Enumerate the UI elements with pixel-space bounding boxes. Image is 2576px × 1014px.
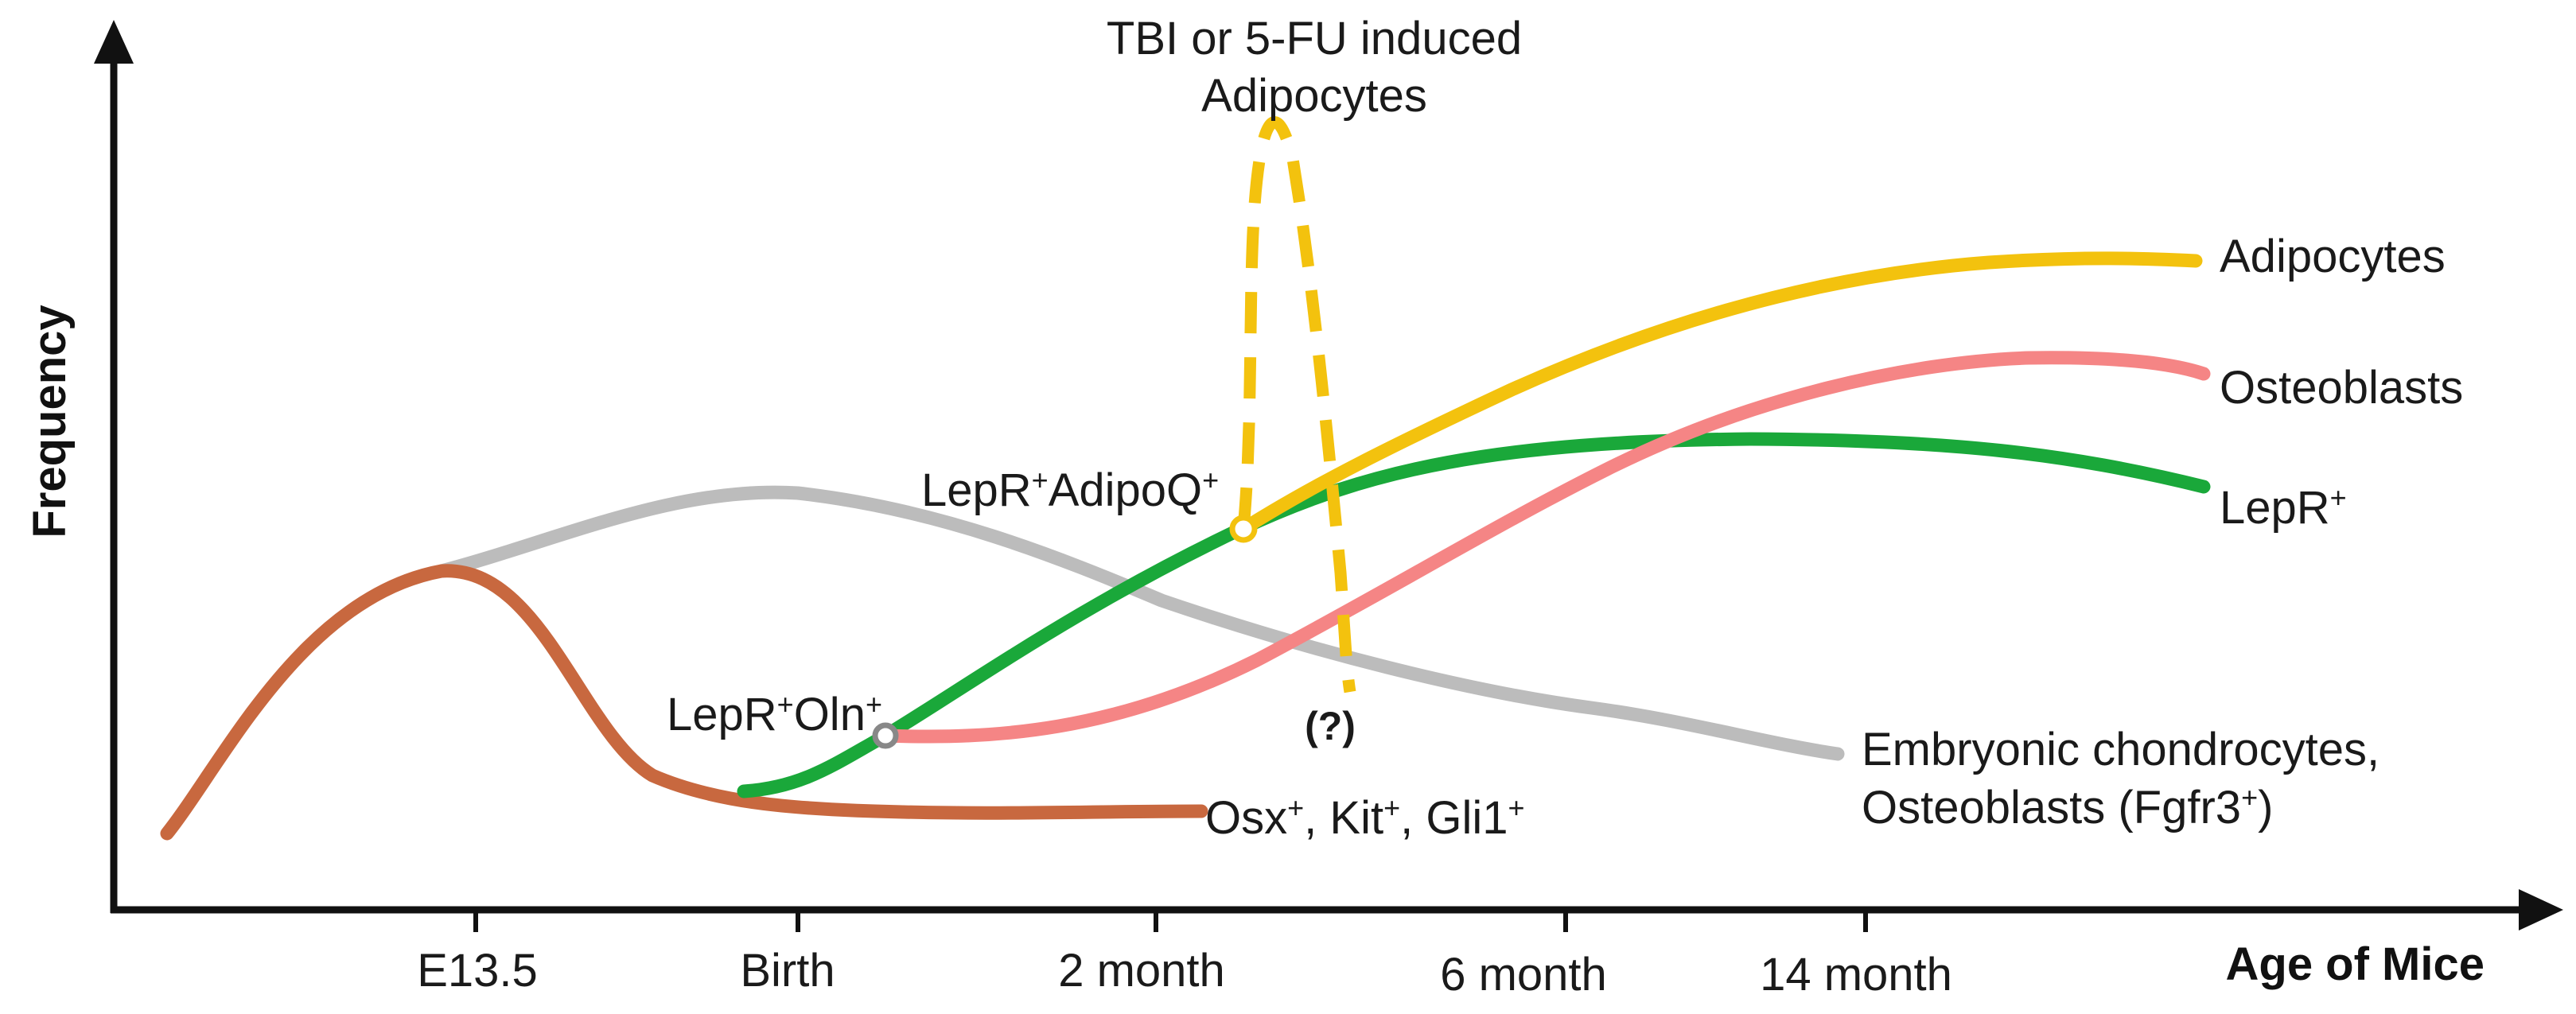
series-label-lepr: LepR+: [2220, 481, 2347, 534]
x-tick-label-birth: Birth: [740, 945, 835, 997]
x-tick-label-6-month: 6 month: [1440, 949, 1607, 1000]
annotation-tbi-line2: Adipocytes: [1201, 70, 1427, 122]
series-line-adipocytes: [1236, 251, 2203, 536]
series-line-embryonic-chondrocytes: [434, 485, 1845, 761]
series-line-tbi-5fu-adipocytes: [1237, 116, 1356, 693]
x-tick-label-14-month: 14 month: [1760, 949, 1952, 1000]
x-ticks: [473, 913, 1868, 932]
series-label-osx-kit-gli1: Osx+, Kit+, Gli1+: [1205, 791, 1525, 844]
y-axis-title: Frequency: [24, 305, 76, 538]
series-label-adipocytes: Adipocytes: [2220, 231, 2446, 282]
series-line-osteoblasts: [878, 351, 2211, 744]
x-axis-arrow: [2519, 889, 2563, 930]
x-tick-labels: E13.5 Birth 2 month 6 month 14 month: [417, 945, 1952, 1000]
x-tick-label-2-month: 2 month: [1058, 945, 1225, 997]
x-axis-title: Age of Mice: [2226, 938, 2485, 990]
y-axis-arrow: [94, 20, 134, 64]
annotation-question: (?): [1305, 704, 1356, 748]
annotation-lepr-adipoq: LepR+AdipoQ+: [921, 464, 1219, 516]
x-tick-label-e13-5: E13.5: [417, 945, 538, 997]
marker-lepr-adipoq: [1229, 515, 1258, 543]
marker-lepr-oln: [872, 722, 899, 749]
annotation-tbi-line1: TBI or 5-FU induced: [1107, 13, 1522, 64]
series-label-embryonic-line2: Osteoblasts (Fgfr3+): [1862, 781, 2273, 833]
axes: [94, 20, 2563, 930]
annotation-lepr-oln: LepR+Oln+: [667, 688, 882, 740]
series-label-embryonic-line1: Embryonic chondrocytes,: [1862, 724, 2379, 775]
series-label-osteoblasts: Osteoblasts: [2220, 362, 2463, 414]
series-line-osx-kit-gli1: [160, 564, 1208, 841]
